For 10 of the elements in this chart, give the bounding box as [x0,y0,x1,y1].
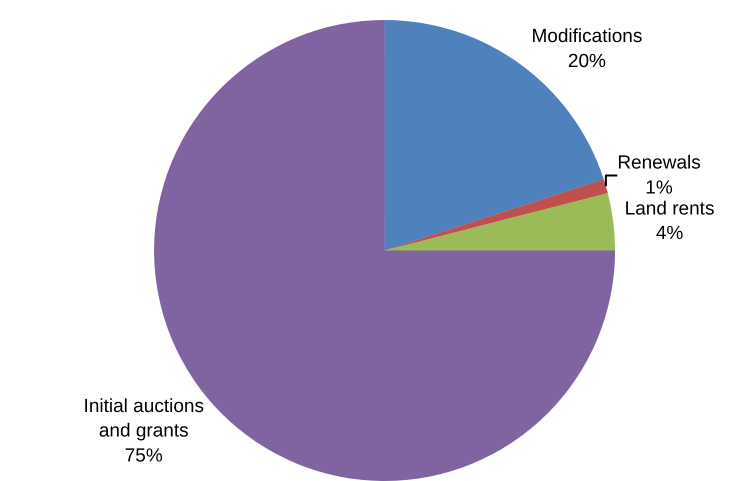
pie-slice [384,179,608,250]
slice-label: Initial auctions and grants [84,396,204,442]
data-label: 4% [656,223,684,244]
pie-slice [384,193,616,250]
data-label: 1% [645,177,673,198]
data-label: 75% [124,445,163,466]
slice-label: Renewals [617,152,701,174]
slice-label: Modifications [531,26,642,48]
slice-label: Land rents [624,198,714,220]
data-label: 20% [568,50,606,72]
